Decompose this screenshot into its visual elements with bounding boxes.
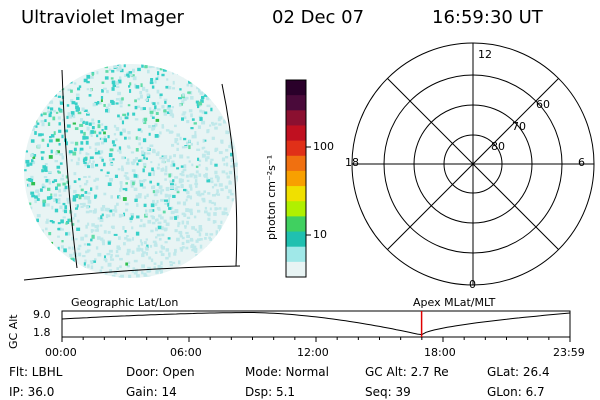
colorbar-segment — [286, 155, 306, 172]
mlt-label-12: 12 — [478, 48, 492, 61]
colorbar — [285, 79, 311, 278]
geographic-latlon-label: Geographic Lat/Lon — [71, 296, 179, 309]
colorbar-segment — [286, 261, 306, 278]
mlt-label-6: 6 — [578, 156, 585, 169]
gc-alt-tick-min: 1.8 — [33, 326, 51, 339]
time-tick-2359: 23:59 — [553, 346, 585, 359]
time-tick-0000: 00:00 — [45, 346, 77, 359]
geographic-image — [23, 64, 241, 281]
gain-value: Gain: 14 — [126, 385, 177, 399]
filter-value: Flt: LBHL — [9, 365, 63, 379]
colorbar-tick-100: 100 — [313, 140, 334, 153]
orbit-strip — [61, 310, 571, 342]
apex-mlat-mlt-label: Apex MLat/MLT — [413, 296, 496, 309]
colorbar-segment — [286, 80, 306, 96]
gc-alt-axis-label: GC Alt — [7, 314, 20, 349]
dsp-value: Dsp: 5.1 — [245, 385, 296, 399]
mode-value: Mode: Normal — [245, 365, 329, 379]
date-label: 02 Dec 07 — [272, 7, 365, 28]
colorbar-segment — [286, 125, 306, 142]
glat-value: GLat: 26.4 — [487, 365, 550, 379]
colorbar-segment — [286, 186, 306, 202]
colorbar-segment — [286, 110, 306, 127]
colorbar-segment — [286, 170, 306, 187]
mlat-label-80: 80 — [491, 140, 505, 153]
time-tick-1800: 18:00 — [424, 346, 456, 359]
door-value: Door: Open — [126, 365, 195, 379]
seq-value: Seq: 39 — [365, 385, 411, 399]
colorbar-segment — [286, 216, 306, 233]
mlat-label-70: 70 — [512, 120, 526, 133]
colorbar-segment — [286, 231, 306, 248]
gc-alt-value: GC Alt: 2.7 Re — [365, 365, 449, 379]
instrument-title: Ultraviolet Imager — [21, 7, 184, 28]
colorbar-unit-label: photon cm⁻²s⁻¹ — [265, 154, 278, 240]
time-label: 16:59:30 UT — [432, 7, 543, 28]
colorbar-segment — [286, 140, 306, 157]
polar-grid — [351, 42, 595, 286]
latitude-line — [23, 265, 241, 281]
mlt-label-18: 18 — [345, 156, 359, 169]
colorbar-segment — [286, 95, 306, 111]
gc-alt-tick-max: 9.0 — [33, 308, 51, 321]
time-tick-0600: 06:00 — [170, 346, 202, 359]
colorbar-tick-10: 10 — [313, 228, 327, 241]
longitude-line-left — [61, 69, 78, 269]
longitude-line-right — [221, 83, 238, 267]
mlat-label-60: 60 — [536, 98, 550, 111]
colorbar-segment — [286, 201, 306, 217]
colorbar-segment — [286, 246, 306, 263]
time-tick-1200: 12:00 — [297, 346, 329, 359]
glon-value: GLon: 6.7 — [487, 385, 545, 399]
mlt-label-0: 0 — [469, 278, 476, 291]
ip-value: IP: 36.0 — [9, 385, 55, 399]
